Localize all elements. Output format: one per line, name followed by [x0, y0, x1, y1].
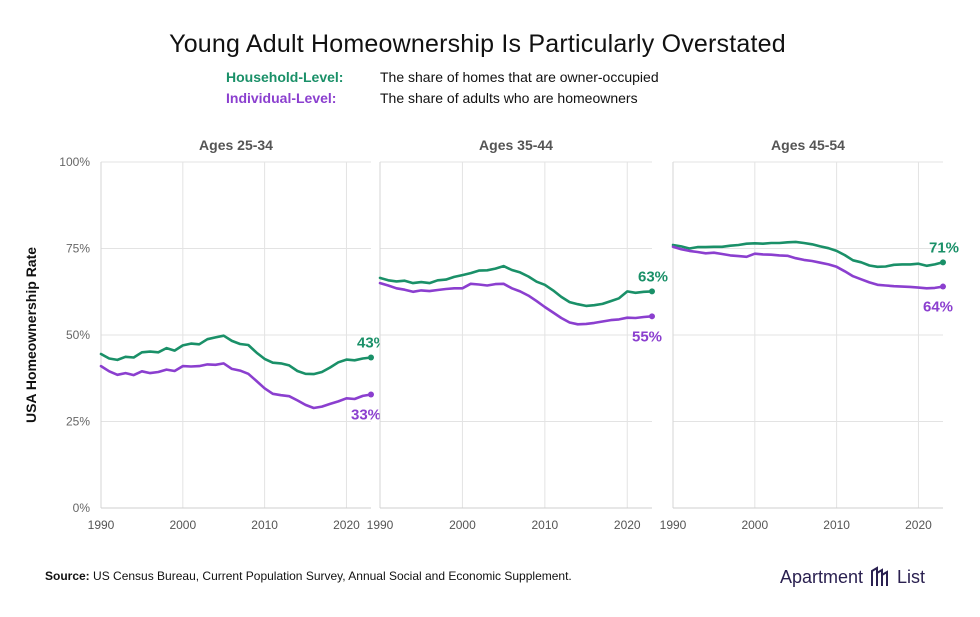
legend-individual-label: Individual-Level:	[226, 90, 337, 106]
y-axis-label: USA Homeownership Rate	[23, 247, 39, 423]
series-endpoint-individual	[368, 391, 374, 398]
series-endpoint-household	[940, 259, 946, 266]
x-tick-label: 1990	[88, 518, 115, 532]
series-line-household	[99, 334, 373, 376]
end-label-individual: 55%	[632, 328, 662, 345]
source-text: US Census Bureau, Current Population Sur…	[93, 569, 572, 583]
source-label: Source:	[45, 569, 90, 583]
series-line-individual	[671, 245, 945, 290]
series-line-individual	[99, 362, 373, 410]
end-label-household: 63%	[638, 268, 668, 285]
x-tick-label: 2020	[905, 518, 932, 532]
y-tick-label: 50%	[66, 328, 90, 342]
y-tick-label: 100%	[59, 155, 90, 169]
end-label-individual: 64%	[923, 299, 953, 316]
apartment-list-logo: Apartment List	[780, 563, 925, 591]
apartment-list-logo-icon	[871, 566, 889, 586]
x-tick-label: 2000	[741, 518, 768, 532]
end-label-individual: 33%	[351, 407, 381, 424]
y-tick-label: 0%	[73, 501, 91, 515]
series-endpoint-individual	[649, 313, 655, 320]
chart-title: Young Adult Homeownership Is Particularl…	[169, 30, 786, 58]
x-tick-label: 2020	[614, 518, 641, 532]
brand-word-right: List	[897, 566, 926, 587]
source-note: Source: US Census Bureau, Current Popula…	[45, 569, 572, 583]
x-tick-label: 2000	[449, 518, 476, 532]
y-tick-label: 25%	[66, 415, 90, 429]
x-tick-label: 1990	[367, 518, 394, 532]
series-endpoint-individual	[940, 283, 946, 290]
x-tick-label: 2000	[169, 518, 196, 532]
legend-household-label: Household-Level:	[226, 69, 344, 85]
x-tick-label: 2010	[823, 518, 850, 532]
series-line-household	[671, 240, 945, 269]
panel-title: Ages 25-34	[199, 137, 273, 153]
x-tick-label: 2010	[251, 518, 278, 532]
homeownership-chart: USA Homeownership Rate 0% 25% 50% 75% 100% Age…	[23, 137, 959, 532]
x-tick-label: 1990	[660, 518, 687, 532]
y-tick-label: 75%	[66, 242, 90, 256]
x-tick-label: 2010	[531, 518, 558, 532]
series-line-individual	[378, 281, 654, 326]
panel-title: Ages 35-44	[479, 137, 553, 153]
legend-household-description: The share of homes that are owner-occupi…	[380, 69, 659, 85]
brand-word-left: Apartment	[780, 566, 864, 587]
series-line-household	[378, 264, 654, 308]
x-tick-label: 2020	[333, 518, 360, 532]
series-endpoint-household	[368, 354, 374, 361]
end-label-household: 71%	[929, 239, 959, 256]
legend-individual-description: The share of adults who are homeowners	[380, 90, 638, 106]
panel-title: Ages 45-54	[771, 137, 845, 153]
series-endpoint-household	[649, 288, 655, 295]
